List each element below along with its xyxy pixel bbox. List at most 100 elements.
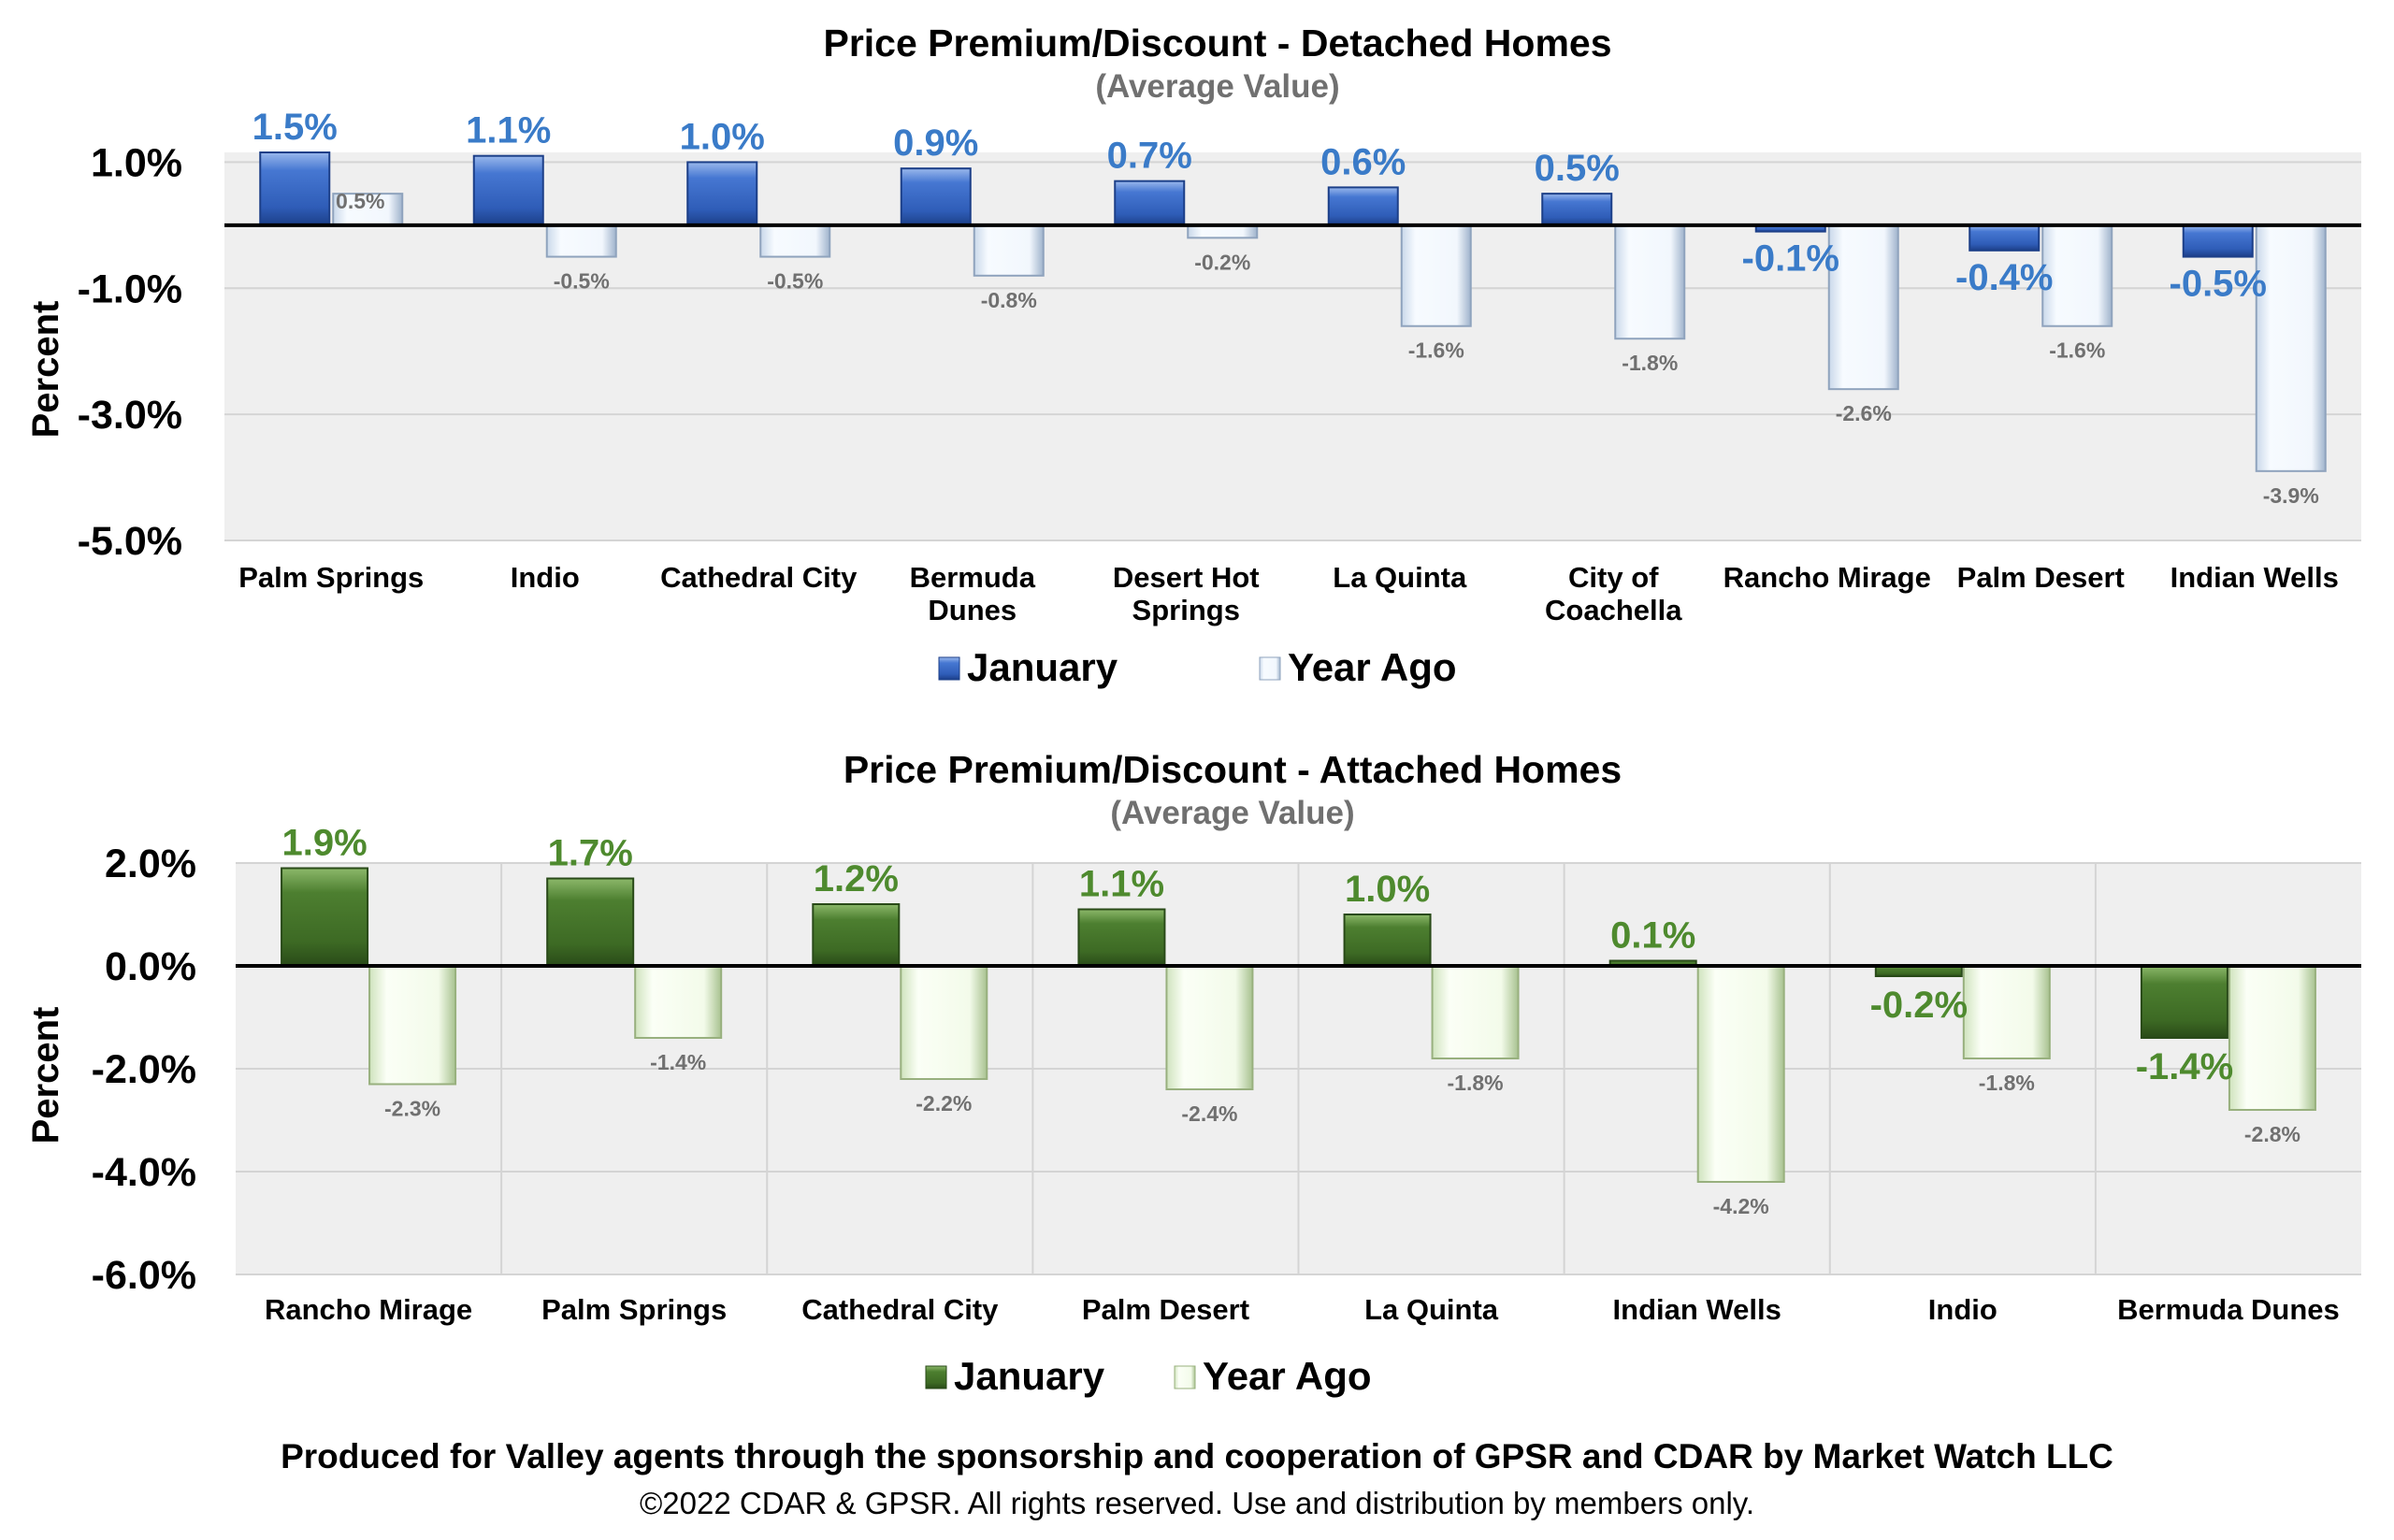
detached-y-tick-label: -5.0% xyxy=(78,519,182,564)
detached-chart-subtitle: (Average Value) xyxy=(1095,68,1339,105)
detached-value-label-january: 1.5% xyxy=(252,107,338,148)
detached-chart-title: Price Premium/Discount - Detached Homes xyxy=(823,22,1611,65)
detached-category-label: Coachella xyxy=(1545,594,1682,626)
attached-value-label-year-ago: -1.8% xyxy=(1979,1071,2035,1095)
detached-value-label-year-ago: -1.8% xyxy=(1622,351,1678,375)
attached-legend-january: January xyxy=(954,1354,1105,1398)
attached-category-label: Indio xyxy=(1928,1293,1997,1326)
attached-y-tick-label: -6.0% xyxy=(92,1253,196,1298)
detached-value-label-year-ago: -0.5% xyxy=(767,269,823,294)
attached-value-label-january: 1.7% xyxy=(548,833,633,874)
attached-bar-january xyxy=(546,877,635,967)
attached-bar-january xyxy=(1343,914,1432,967)
detached-bar-year-ago xyxy=(1614,223,1686,340)
attached-value-label-year-ago: -1.4% xyxy=(650,1050,706,1074)
detached-value-label-year-ago: -3.9% xyxy=(2263,483,2319,508)
detached-legend-year-ago: Year Ago xyxy=(1288,645,1457,689)
detached-value-label-year-ago: -1.6% xyxy=(2049,338,2105,363)
detached-y-axis-title: Percent xyxy=(25,301,66,439)
detached-bar-january xyxy=(472,154,544,226)
detached-gridlines xyxy=(224,161,2361,541)
attached-y-axis-title: Percent xyxy=(25,1007,66,1144)
attached-value-label-year-ago: -2.8% xyxy=(2244,1122,2300,1146)
attached-chart-title: Price Premium/Discount - Attached Homes xyxy=(844,748,1622,791)
detached-value-label-january: 1.0% xyxy=(680,116,765,157)
detached-bars xyxy=(259,151,2327,472)
detached-bar-january xyxy=(1327,186,1399,226)
detached-bar-january xyxy=(1541,193,1613,226)
attached-value-label-year-ago: -1.8% xyxy=(1448,1071,1504,1095)
detached-category-label: Dunes xyxy=(928,594,1017,626)
detached-value-labels: 1.5% 0.5% 1.1% -0.5% 1.0% -0.5% 0.9% -0.8% 0.7% -… xyxy=(252,107,2319,508)
detached-value-label-january: 1.1% xyxy=(466,110,551,151)
attached-category-label: Bermuda Dunes xyxy=(2117,1293,2340,1326)
footer-credit: Produced for Valley agents through the s… xyxy=(281,1437,2113,1475)
detached-category-labels: Palm Springs Indio Cathedral City BermudaDu… xyxy=(238,561,2339,626)
attached-value-label-january: -0.2% xyxy=(1870,985,1969,1026)
detached-legend-swatch-january xyxy=(938,656,960,681)
attached-category-labels: Rancho Mirage Palm Springs Cathedral City P… xyxy=(265,1293,2340,1326)
detached-y-ticks: 1.0% -1.0% -3.0% -5.0% xyxy=(78,140,182,564)
detached-bar-year-ago xyxy=(2041,223,2113,327)
attached-y-ticks: 2.0% 0.0% -2.0% -4.0% -6.0% xyxy=(92,842,196,1298)
detached-bar-year-ago xyxy=(1187,223,1259,239)
detached-category-label: La Quinta xyxy=(1333,561,1467,594)
detached-value-label-january: 0.5% xyxy=(1535,148,1620,189)
detached-category-label: Springs xyxy=(1132,594,1240,626)
detached-bar-year-ago xyxy=(973,223,1045,277)
attached-bar-year-ago xyxy=(2228,965,2316,1111)
attached-legend: January Year Ago xyxy=(925,1354,1372,1398)
attached-value-label-year-ago: -2.3% xyxy=(384,1097,440,1121)
detached-bar-year-ago xyxy=(1827,223,1899,391)
detached-value-label-year-ago: -0.8% xyxy=(981,288,1037,312)
attached-value-label-year-ago: -2.2% xyxy=(916,1091,972,1115)
detached-bar-january xyxy=(686,161,758,226)
detached-category-label: Cathedral City xyxy=(660,561,858,594)
attached-y-tick-label: -4.0% xyxy=(92,1150,196,1195)
detached-category-label: Rancho Mirage xyxy=(1723,561,1931,594)
detached-value-label-january: 0.7% xyxy=(1107,136,1192,177)
detached-bar-year-ago xyxy=(2255,223,2327,472)
detached-bar-year-ago xyxy=(759,223,831,258)
attached-bar-year-ago xyxy=(634,965,723,1039)
attached-chart: Price Premium/Discount - Attached Homes … xyxy=(25,748,2361,1398)
attached-category-label: Cathedral City xyxy=(801,1293,999,1326)
attached-category-label: Indian Wells xyxy=(1613,1293,1781,1326)
detached-category-label: City of xyxy=(1568,561,1659,594)
attached-category-label: Rancho Mirage xyxy=(265,1293,472,1326)
attached-bar-year-ago xyxy=(1431,965,1520,1059)
attached-value-label-january: 1.9% xyxy=(281,823,367,864)
attached-bar-january xyxy=(812,903,901,967)
detached-bar-january xyxy=(2182,223,2254,258)
detached-y-tick-label: -3.0% xyxy=(78,393,182,438)
attached-chart-subtitle: (Average Value) xyxy=(1110,795,1354,831)
detached-value-label-year-ago: 0.5% xyxy=(336,189,384,213)
attached-gridlines xyxy=(236,862,2361,1275)
attached-y-tick-label: 2.0% xyxy=(105,842,196,886)
attached-bar-january xyxy=(2140,965,2228,1039)
attached-category-label: La Quinta xyxy=(1364,1293,1499,1326)
footer-copyright: ©2022 CDAR & GPSR. All rights reserved. … xyxy=(639,1486,1755,1520)
attached-legend-year-ago: Year Ago xyxy=(1203,1354,1372,1398)
detached-value-label-year-ago: -2.6% xyxy=(1836,401,1892,425)
attached-bar-january xyxy=(281,867,369,967)
attached-value-label-january: 1.1% xyxy=(1079,864,1164,905)
attached-legend-swatch-year-ago xyxy=(1174,1365,1196,1389)
detached-category-label: Desert Hot xyxy=(1113,561,1260,594)
attached-bar-year-ago xyxy=(1165,965,1254,1090)
detached-bar-january xyxy=(1969,223,2041,252)
detached-y-tick-label: 1.0% xyxy=(91,140,182,185)
detached-value-label-year-ago: -0.2% xyxy=(1194,250,1250,274)
detached-category-label: Palm Springs xyxy=(238,561,424,594)
detached-bar-january xyxy=(259,151,331,226)
attached-bar-year-ago xyxy=(368,965,457,1086)
detached-bar-january xyxy=(1114,180,1186,226)
attached-value-labels: 1.9% -2.3% 1.7% -1.4% 1.2% -2.2% 1.1% -2.4% 1.0%… xyxy=(281,823,2300,1219)
detached-value-label-january: 0.6% xyxy=(1320,141,1406,182)
detached-value-label-year-ago: -1.6% xyxy=(1408,338,1464,363)
detached-legend-january: January xyxy=(967,645,1118,689)
attached-value-label-january: 1.2% xyxy=(814,858,899,900)
detached-bar-january xyxy=(900,167,972,226)
attached-bar-year-ago xyxy=(1696,965,1785,1183)
